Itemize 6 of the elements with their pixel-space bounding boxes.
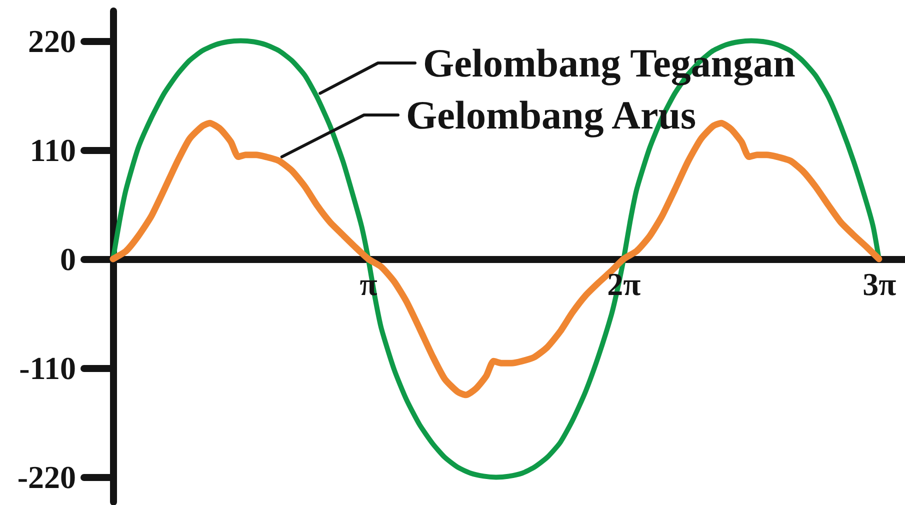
y-tick-label: -110 — [19, 350, 76, 386]
x-tick-label: 3π — [862, 266, 897, 302]
y-tick-label: 0 — [60, 240, 76, 277]
y-tick-label: 110 — [30, 132, 76, 168]
y-tick-label: 220 — [28, 22, 76, 59]
y-tick-label: -220 — [17, 459, 76, 496]
